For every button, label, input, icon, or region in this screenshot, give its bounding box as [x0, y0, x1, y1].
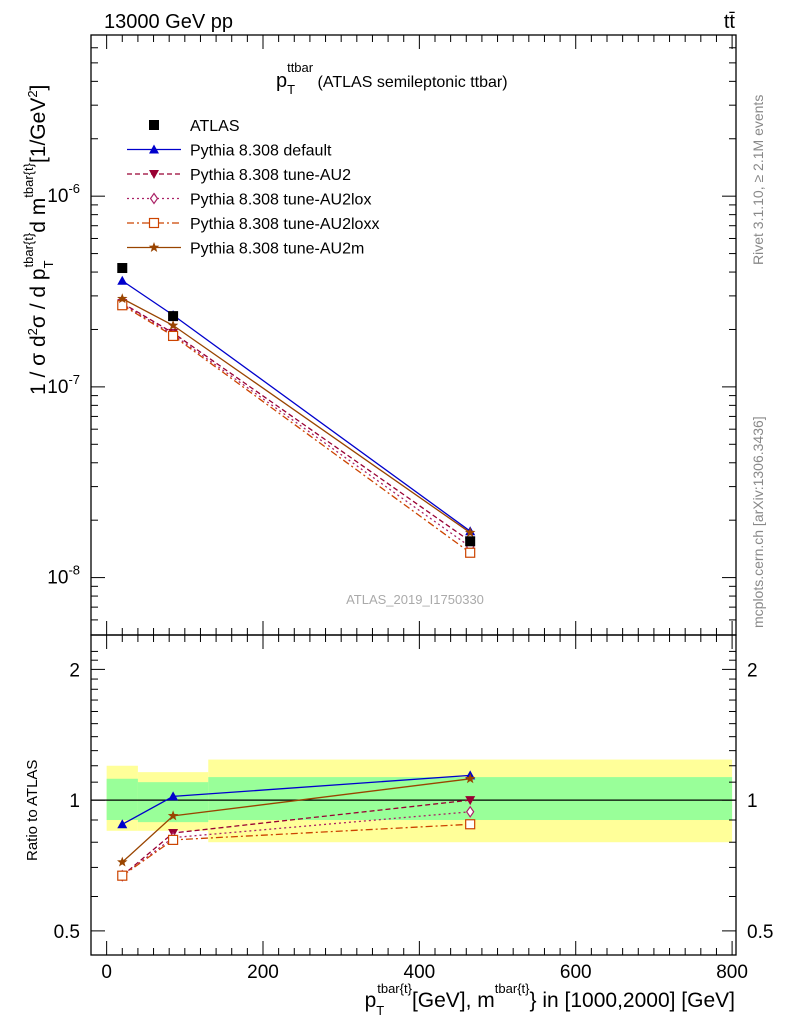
x-tick-label: 0	[101, 962, 112, 983]
data-point	[168, 311, 179, 322]
ratio-y-tick-label-right: 2	[747, 660, 758, 681]
series-pythia-8-308-tune-au2m	[117, 293, 476, 538]
legend: ATLAS Pythia 8.308 default Pythia 8.308 tu…	[127, 118, 379, 258]
legend-marker	[149, 120, 159, 130]
analysis-id: ATLAS_2019_I1750330	[346, 592, 484, 607]
y-tick-label: 10-6	[47, 181, 80, 207]
legend-label: Pythia 8.308 tune-AU2loxx	[190, 216, 379, 233]
series-point	[464, 527, 476, 538]
ratio-y-tick-label: 2	[69, 660, 80, 681]
energy-label: 13000 GeV pp	[104, 11, 233, 33]
ratio-panel: 0.5 0.5 1 1 2 2 0 200 400 600 800	[54, 634, 773, 983]
legend-marker	[149, 144, 159, 154]
series-point	[465, 547, 476, 558]
ratio-point	[167, 810, 179, 821]
x-tick-label: 800	[716, 962, 748, 983]
ratio-plot-area: 0.5 0.5 1 1 2 2 0 200 400 600 800	[54, 635, 773, 983]
ratio-point	[117, 856, 128, 867]
xlabel: pTtbar{t}[GeV], mtbar{t}} in [1000,2000]…	[365, 981, 735, 1018]
ratio-point	[465, 805, 475, 818]
y-tick-label: 10-8	[47, 563, 80, 589]
series-point	[117, 300, 128, 311]
ratio-series-pythia-8-308-tune-au2loxx	[117, 819, 476, 881]
ratio-ylabel: Ratio to ATLAS	[24, 760, 41, 861]
ratio-series-pythia-8-308-tune-au2m	[117, 773, 476, 867]
series-pythia-8-308-tune-au2loxx	[117, 300, 476, 558]
series-point	[117, 293, 128, 304]
main-plot-area: 10-8 10-7 10-6	[47, 34, 736, 636]
legend-label: ATLAS	[190, 118, 240, 135]
legend-label: Pythia 8.308 tune-AU2	[190, 167, 351, 184]
legend-marker	[148, 217, 160, 229]
main-panel: 10-8 10-7 10-6 pTttbar (ATLAS semileptonic…	[47, 34, 737, 636]
rivet-label: Rivet 3.1.10, ≥ 2.1M events	[750, 95, 766, 265]
x-tick-label: 200	[247, 962, 279, 983]
y-tick-label: 10-7	[47, 372, 80, 398]
ratio-point	[168, 791, 179, 801]
series-point	[117, 275, 128, 285]
ratio-y-tick-label-right: 1	[747, 791, 758, 812]
data-point	[117, 263, 128, 274]
legend-marker	[149, 192, 159, 205]
ratio-point	[465, 819, 476, 830]
ratio-y-tick-label-right: 0.5	[747, 922, 773, 943]
data-series	[117, 263, 476, 547]
process-label: tt̄	[724, 11, 736, 33]
ratio-y-tick-label: 0.5	[54, 922, 80, 943]
legend-label: Pythia 8.308 tune-AU2m	[190, 241, 364, 258]
series-point	[167, 319, 179, 330]
legend-marker	[148, 242, 160, 252]
ratio-point	[117, 819, 128, 829]
ratio-point	[464, 773, 476, 784]
series-point	[167, 330, 179, 342]
ratio-point	[465, 796, 476, 806]
series-line	[121, 304, 471, 554]
ratio-point	[167, 834, 179, 845]
plot-title: pTttbar (ATLAS semileptonic ttbar)	[276, 60, 508, 97]
ratio-point	[117, 870, 128, 881]
x-tick-label: 600	[560, 962, 592, 983]
x-tick-label: 400	[404, 962, 436, 983]
legend-label: Pythia 8.308 default	[190, 143, 332, 160]
uncertainty-band-inner	[106, 778, 138, 821]
main-ylabel: 1 / σ d2σ / d pTtbar{t}d mtbar{t}[1/GeV2…	[21, 85, 56, 395]
mcplots-label: mcplots.cern.ch [arXiv:1306.3436]	[750, 416, 766, 628]
ratio-frame	[90, 634, 737, 956]
legend-marker	[149, 170, 159, 179]
ratio-y-tick-label: 1	[69, 791, 80, 812]
legend-label: Pythia 8.308 tune-AU2lox	[190, 192, 371, 209]
data-point	[465, 536, 476, 547]
